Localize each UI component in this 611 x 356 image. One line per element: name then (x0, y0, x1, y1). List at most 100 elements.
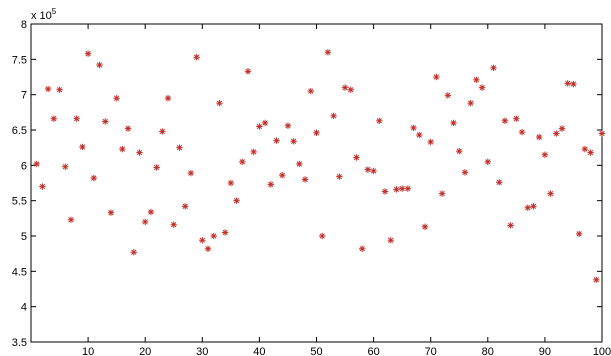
data-point (250, 148, 257, 156)
data-point (393, 186, 400, 193)
y-tick-label: 6 (21, 160, 27, 172)
data-point (324, 49, 332, 56)
data-point (170, 221, 177, 228)
data-point (159, 128, 166, 135)
x-tick-label: 70 (425, 346, 437, 356)
y-axis: 3.5 4 4.5 5 5.5 6 6.5 7 7.5 8 (12, 19, 602, 349)
x-axis: 10 20 30 40 50 60 70 80 90 100 (82, 24, 611, 356)
data-point (124, 125, 132, 132)
data-point (364, 166, 372, 173)
data-point (410, 124, 417, 132)
data-point (416, 131, 423, 139)
data-point (535, 133, 543, 141)
data-point (593, 276, 600, 284)
data-point (467, 99, 474, 107)
data-point (204, 245, 212, 252)
data-point (187, 169, 195, 177)
y-tick-label: 7.5 (12, 54, 27, 66)
data-point (153, 164, 160, 171)
data-point (279, 172, 286, 179)
y-tick-label: 3.5 (12, 337, 27, 349)
data-point (176, 144, 183, 151)
data-point (370, 167, 377, 175)
data-point (347, 86, 354, 93)
data-point (307, 87, 314, 95)
data-point (484, 158, 491, 165)
data-point (33, 160, 40, 168)
data-point (524, 204, 531, 211)
y-tick-label: 5 (21, 231, 27, 243)
data-point (39, 183, 46, 190)
data-point (387, 237, 394, 244)
data-point (273, 137, 280, 144)
data-point (210, 232, 217, 240)
data-point (62, 163, 69, 170)
data-point (319, 232, 326, 240)
data-point (142, 218, 149, 226)
data-point (267, 181, 275, 188)
x-tick-label: 60 (367, 346, 379, 356)
data-point (444, 92, 452, 99)
y-tick-label: 4.5 (12, 266, 27, 278)
data-point (181, 203, 189, 210)
data-point (44, 85, 52, 93)
data-point (404, 185, 412, 192)
data-point (290, 138, 297, 145)
data-point (501, 117, 509, 125)
data-point (558, 125, 566, 132)
data-point (244, 68, 252, 75)
data-point (330, 112, 337, 120)
data-point (547, 190, 554, 197)
data-point (336, 173, 343, 180)
data-point (136, 149, 143, 156)
data-point (456, 148, 463, 155)
data-point (513, 115, 520, 122)
x-tick-label: 90 (539, 346, 551, 356)
data-point (313, 129, 320, 137)
data-point (96, 61, 103, 69)
data-point (530, 203, 537, 210)
data-point (233, 197, 240, 204)
x-tick-label: 10 (82, 346, 94, 356)
data-point (490, 64, 497, 72)
data-point (581, 145, 589, 153)
x-tick-label: 50 (310, 346, 322, 356)
data-point (113, 95, 120, 102)
data-point (358, 245, 366, 252)
data-point (193, 54, 200, 61)
plot-area (30, 23, 603, 343)
data-point (284, 122, 292, 129)
x-tick-label: 100 (593, 346, 611, 356)
data-point (50, 115, 58, 122)
x-tick-label: 30 (196, 346, 208, 356)
data-point (79, 143, 86, 151)
data-point (84, 50, 92, 57)
data-point (376, 117, 383, 125)
x-tick-label: 80 (482, 346, 494, 356)
x-tick-label: 20 (139, 346, 151, 356)
y-axis-multiplier: x 105 (31, 7, 57, 22)
y-tick-label: 8 (21, 19, 27, 31)
data-point (575, 230, 583, 238)
data-point (119, 145, 126, 153)
data-point (56, 86, 63, 93)
data-point (239, 158, 246, 165)
data-point (130, 249, 137, 256)
data-point (164, 95, 172, 102)
data-point (216, 99, 223, 107)
data-point (564, 80, 571, 87)
data-point (381, 188, 389, 195)
data-point (421, 223, 429, 231)
y-tick-label: 7 (21, 90, 27, 102)
data-point (496, 179, 503, 186)
data-point (478, 84, 486, 91)
data-point (256, 123, 263, 130)
data-point (541, 151, 549, 158)
data-point (102, 118, 109, 125)
data-point (73, 115, 80, 122)
data-point (301, 176, 309, 183)
data-point (341, 84, 349, 91)
data-point (570, 80, 577, 88)
data-point (518, 128, 526, 136)
